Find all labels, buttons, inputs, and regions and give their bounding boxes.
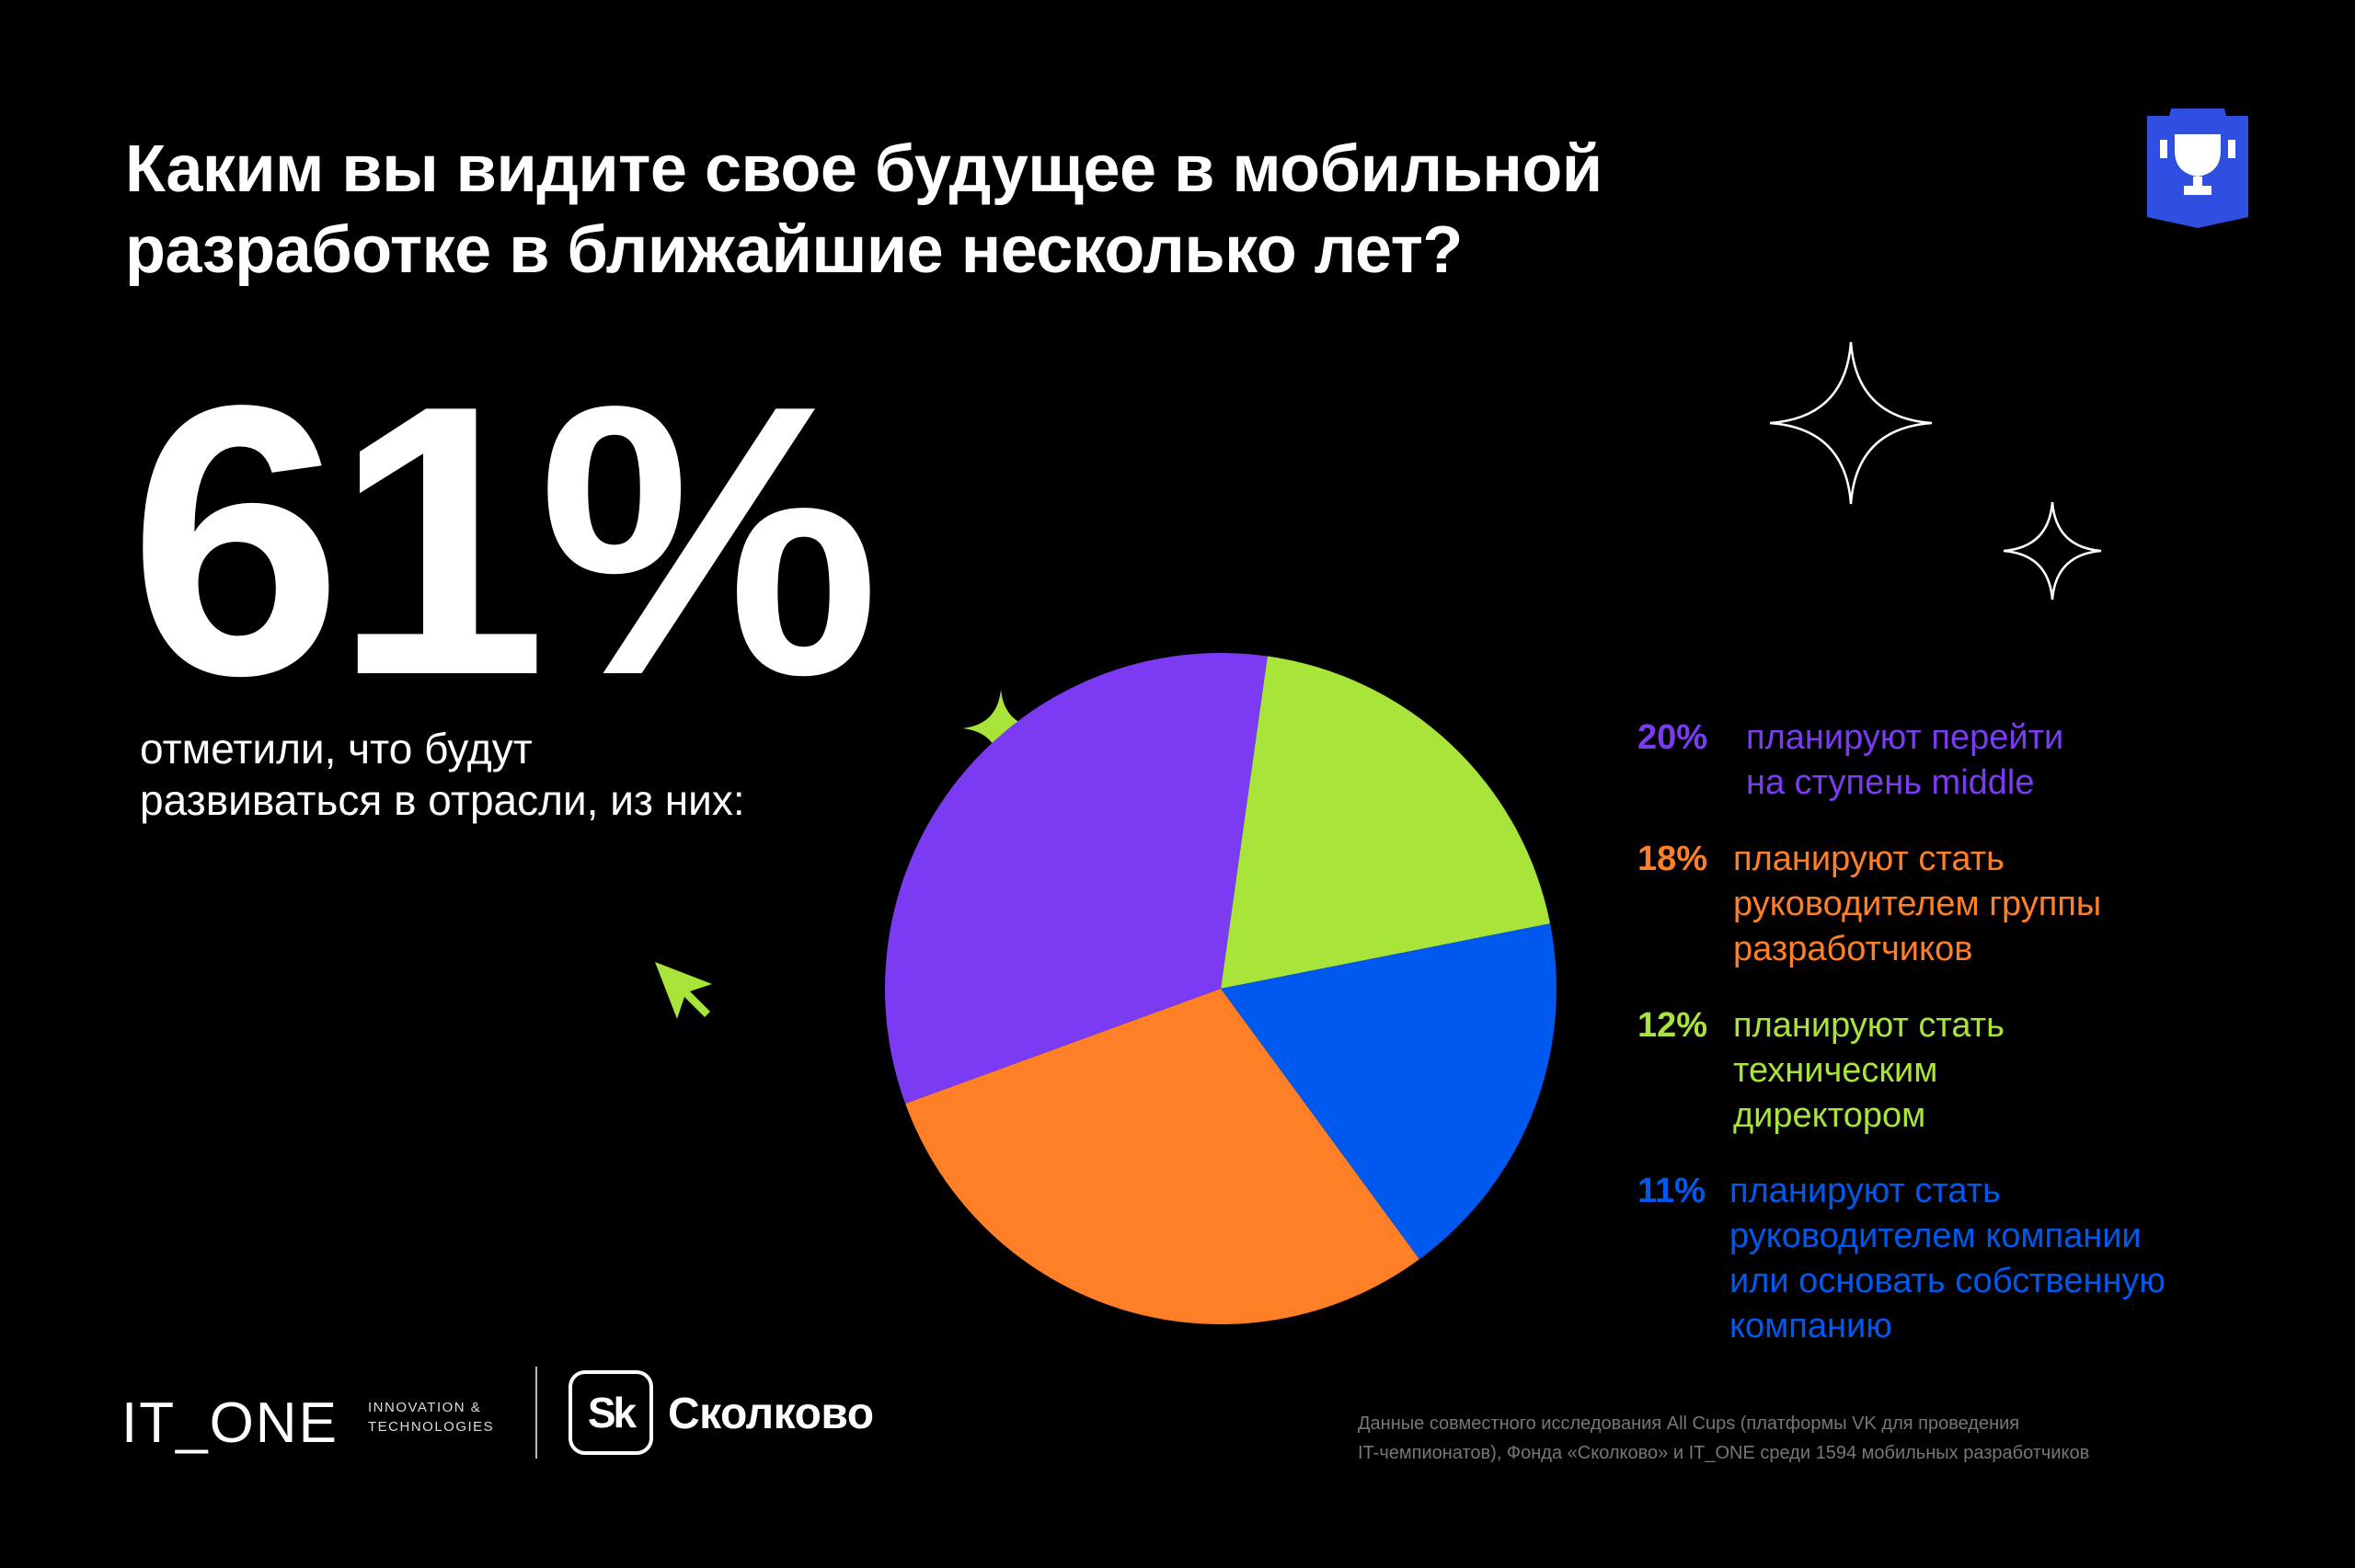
- lime-sparkle-icon: [962, 690, 1040, 767]
- legend-line: техническим: [1733, 1051, 1938, 1090]
- source-note-line: IT-чемпионатов), Фонда «Сколково» и IT_O…: [1358, 1443, 2090, 1463]
- sparkle-outline-icon: [1769, 341, 1933, 505]
- headline-caption: отметили, что будут развиваться в отрасл…: [140, 723, 839, 826]
- sparkle-outline-small-icon: [2003, 501, 2102, 601]
- legend-pct: 20%: [1637, 718, 1708, 757]
- itone-tagline-line: INNOVATION &: [368, 1400, 482, 1415]
- pie-slice-12pct: [1221, 656, 1551, 989]
- caption-line-2: развиваться в отрасли, из них:: [140, 776, 745, 824]
- legend-line: директором: [1733, 1096, 1926, 1135]
- page-title: Каким вы видите свое будущее в мобильной…: [125, 129, 1689, 291]
- legend-line: руководителем группы: [1733, 885, 2102, 923]
- source-note: Данные совместного исследования All Cups…: [1358, 1409, 2278, 1468]
- legend-line: разработчиков: [1733, 930, 1973, 968]
- itone-logo: IT_ONE: [121, 1391, 339, 1455]
- legend-line: планируют стать: [1729, 1172, 2001, 1210]
- legend-line: руководителем компании: [1729, 1217, 2142, 1255]
- itone-tagline-line: TECHNOLOGIES: [368, 1419, 495, 1435]
- skolkovo-logo-name: Сколково: [668, 1390, 874, 1438]
- itone-tagline: INNOVATION & TECHNOLOGIES: [368, 1398, 494, 1436]
- pie-slice-20pct: [885, 653, 1268, 1104]
- footer-divider: [535, 1367, 537, 1459]
- legend-pct: 11%: [1637, 1172, 1706, 1210]
- source-note-line: Данные совместного исследования All Cups…: [1358, 1413, 2020, 1434]
- trophy-badge-icon: [2147, 109, 2248, 228]
- legend-line: или основать собственную: [1729, 1262, 2165, 1300]
- legend-pct: 12%: [1637, 1006, 1708, 1045]
- legend-line: компанию: [1729, 1307, 1892, 1345]
- title-line-2: разработке в ближайшие несколько лет?: [125, 213, 1463, 287]
- legend-line: планируют стать: [1733, 840, 2005, 878]
- legend-pct: 18%: [1637, 840, 1708, 878]
- caption-line-1: отметили, что будут: [140, 725, 533, 773]
- skolkovo-logo-mark: Sk: [569, 1370, 653, 1455]
- pie-chart: [885, 653, 1557, 1324]
- title-line-1: Каким вы видите свое будущее в мобильной: [125, 132, 1603, 206]
- pie-slice-18pct: [905, 989, 1419, 1324]
- cursor-arrow-icon: [655, 962, 712, 1019]
- pie-slice-11pct: [1221, 923, 1557, 1260]
- legend-line: на ступень middle: [1746, 763, 2035, 802]
- legend-line: планируют стать: [1733, 1006, 2005, 1045]
- legend-line: планируют перейти: [1746, 718, 2064, 757]
- headline-percent: 61%: [129, 326, 880, 755]
